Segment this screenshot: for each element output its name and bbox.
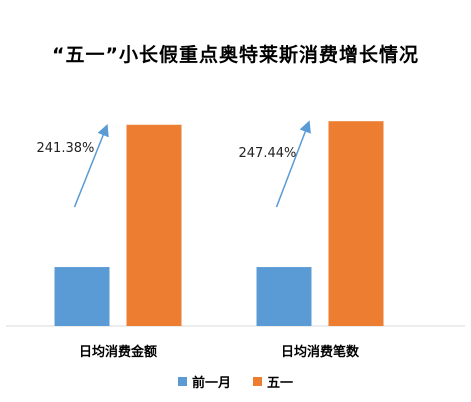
legend-item-may-day: 五一 — [253, 372, 293, 391]
growth-annotation-0: 241.38% — [37, 141, 95, 156]
legend-swatch-may-day — [253, 377, 262, 386]
legend-label-may-day: 五一 — [267, 376, 294, 391]
legend: 前一月 五一 — [0, 372, 471, 391]
growth-annotation-1: 247.44% — [239, 146, 297, 161]
growth-arrow-1 — [275, 120, 311, 208]
legend-swatch-prev-month — [177, 377, 187, 386]
bar-prev-month-1 — [256, 267, 312, 326]
legend-item-prev-month: 前一月 — [177, 372, 231, 391]
growth-arrow-0 — [73, 123, 109, 208]
category-label-1: 日均消费笔数 — [281, 344, 360, 360]
bar-may-day-1 — [328, 121, 384, 326]
legend-label-prev-month: 前一月 — [191, 376, 231, 391]
chart-title: “五一”小长假重点奥特莱斯消费增长情况 — [52, 44, 419, 66]
category-label-0: 日均消费金额 — [79, 344, 157, 360]
bar-may-day-0 — [126, 124, 182, 326]
bar-prev-month-0 — [54, 267, 110, 326]
